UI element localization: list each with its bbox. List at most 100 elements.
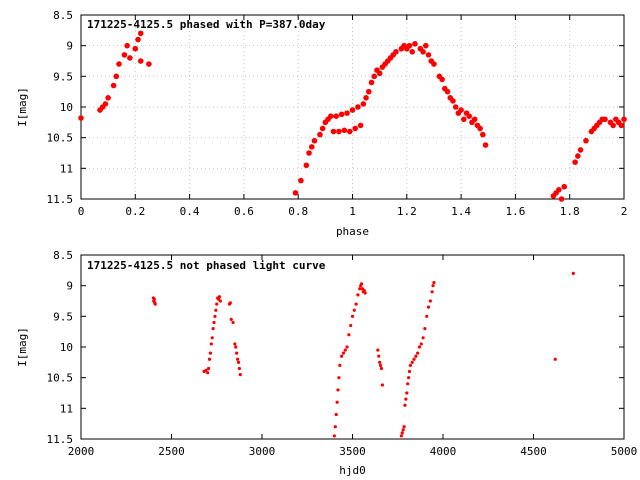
data-point: [235, 351, 239, 355]
data-point: [358, 287, 362, 291]
data-point: [575, 153, 581, 159]
data-point: [379, 366, 384, 371]
data-point: [214, 308, 218, 312]
data-point: [137, 58, 144, 64]
y-tick-label: 11.5: [47, 193, 74, 206]
data-point: [349, 107, 356, 113]
data-point: [336, 388, 340, 392]
data-point: [380, 383, 384, 387]
data-point: [431, 284, 435, 288]
data-point: [215, 302, 219, 306]
data-point: [306, 150, 312, 156]
data-point: [412, 357, 416, 361]
data-point: [152, 297, 156, 301]
data-point: [352, 308, 356, 312]
data-point: [218, 299, 222, 303]
data-point: [105, 95, 111, 101]
data-point: [357, 122, 364, 129]
data-point: [371, 73, 378, 80]
data-point: [368, 79, 375, 86]
data-point: [450, 98, 456, 104]
x-tick-label: 1.2: [397, 205, 417, 218]
data-point: [414, 354, 418, 358]
data-point: [102, 101, 109, 107]
data-point: [408, 363, 413, 367]
data-point: [378, 360, 382, 364]
data-point: [332, 434, 336, 438]
data-point: [217, 295, 222, 299]
data-point: [480, 131, 486, 138]
data-point: [213, 314, 217, 318]
data-point: [354, 302, 358, 306]
data-point: [404, 397, 408, 401]
data-point: [340, 354, 344, 358]
data-point: [471, 116, 478, 123]
data-point: [403, 403, 407, 407]
y-tick-label: 8.5: [53, 249, 73, 262]
x-tick-label: 2: [621, 205, 628, 218]
data-point: [229, 317, 233, 321]
data-point: [209, 342, 213, 346]
data-point: [207, 357, 212, 361]
data-point: [337, 376, 341, 380]
data-point: [561, 183, 568, 190]
data-point: [425, 52, 432, 58]
x-tick-label: 1.8: [560, 205, 580, 218]
data-point: [333, 425, 337, 429]
data-point: [236, 360, 241, 364]
y-tick-label: 8.5: [53, 9, 73, 22]
data-point: [347, 333, 351, 337]
data-point: [346, 128, 353, 135]
data-point: [417, 345, 422, 349]
data-point: [458, 107, 464, 113]
y-tick-label: 10: [60, 341, 73, 354]
data-point: [406, 42, 413, 49]
data-point: [556, 187, 562, 193]
data-point: [572, 159, 578, 165]
data-point: [412, 41, 418, 47]
data-point: [431, 61, 437, 67]
data-point: [110, 82, 117, 89]
data-point: [401, 428, 405, 432]
x-tick-label: 0.2: [125, 205, 145, 218]
data-point: [409, 49, 416, 55]
data-point: [419, 342, 423, 346]
data-point: [327, 113, 334, 119]
x-tick-label: 4500: [520, 445, 547, 458]
data-point: [345, 345, 349, 349]
data-point: [211, 327, 215, 331]
data-point: [132, 45, 139, 52]
data-point: [359, 282, 364, 286]
data-point: [335, 400, 339, 404]
data-point: [308, 144, 315, 150]
data-point: [235, 357, 240, 361]
data-point: [423, 42, 429, 49]
x-tick-label: 1.4: [451, 205, 471, 218]
data-point: [393, 49, 399, 55]
data-point: [317, 131, 323, 138]
x-tick-label: 2000: [68, 445, 95, 458]
data-point: [558, 196, 565, 202]
data-point: [333, 113, 340, 119]
data-point: [428, 299, 432, 303]
data-point: [338, 111, 345, 118]
data-point: [113, 73, 120, 80]
data-point: [356, 293, 360, 297]
data-point: [432, 281, 436, 285]
data-point: [341, 351, 346, 355]
data-point: [127, 55, 133, 61]
y-tick-label: 11.5: [47, 433, 74, 446]
data-point: [421, 336, 425, 340]
data-point: [602, 116, 608, 123]
data-point: [228, 301, 232, 305]
data-point: [341, 127, 348, 134]
data-point: [363, 291, 367, 295]
data-point: [407, 376, 411, 380]
data-point: [336, 128, 342, 135]
plot-frame: [80, 254, 625, 440]
y-tick-label: 9.5: [53, 310, 73, 323]
data-point: [137, 30, 144, 37]
phased-light-curve-panel: 0 0.2 0.4 0.6 0.8 1 1.2 1.4 1.6 1.8 2 8.5 9 9.5 10 10.5…: [16, 9, 627, 238]
data-point: [553, 357, 557, 361]
y-tick-label: 9: [66, 40, 73, 53]
